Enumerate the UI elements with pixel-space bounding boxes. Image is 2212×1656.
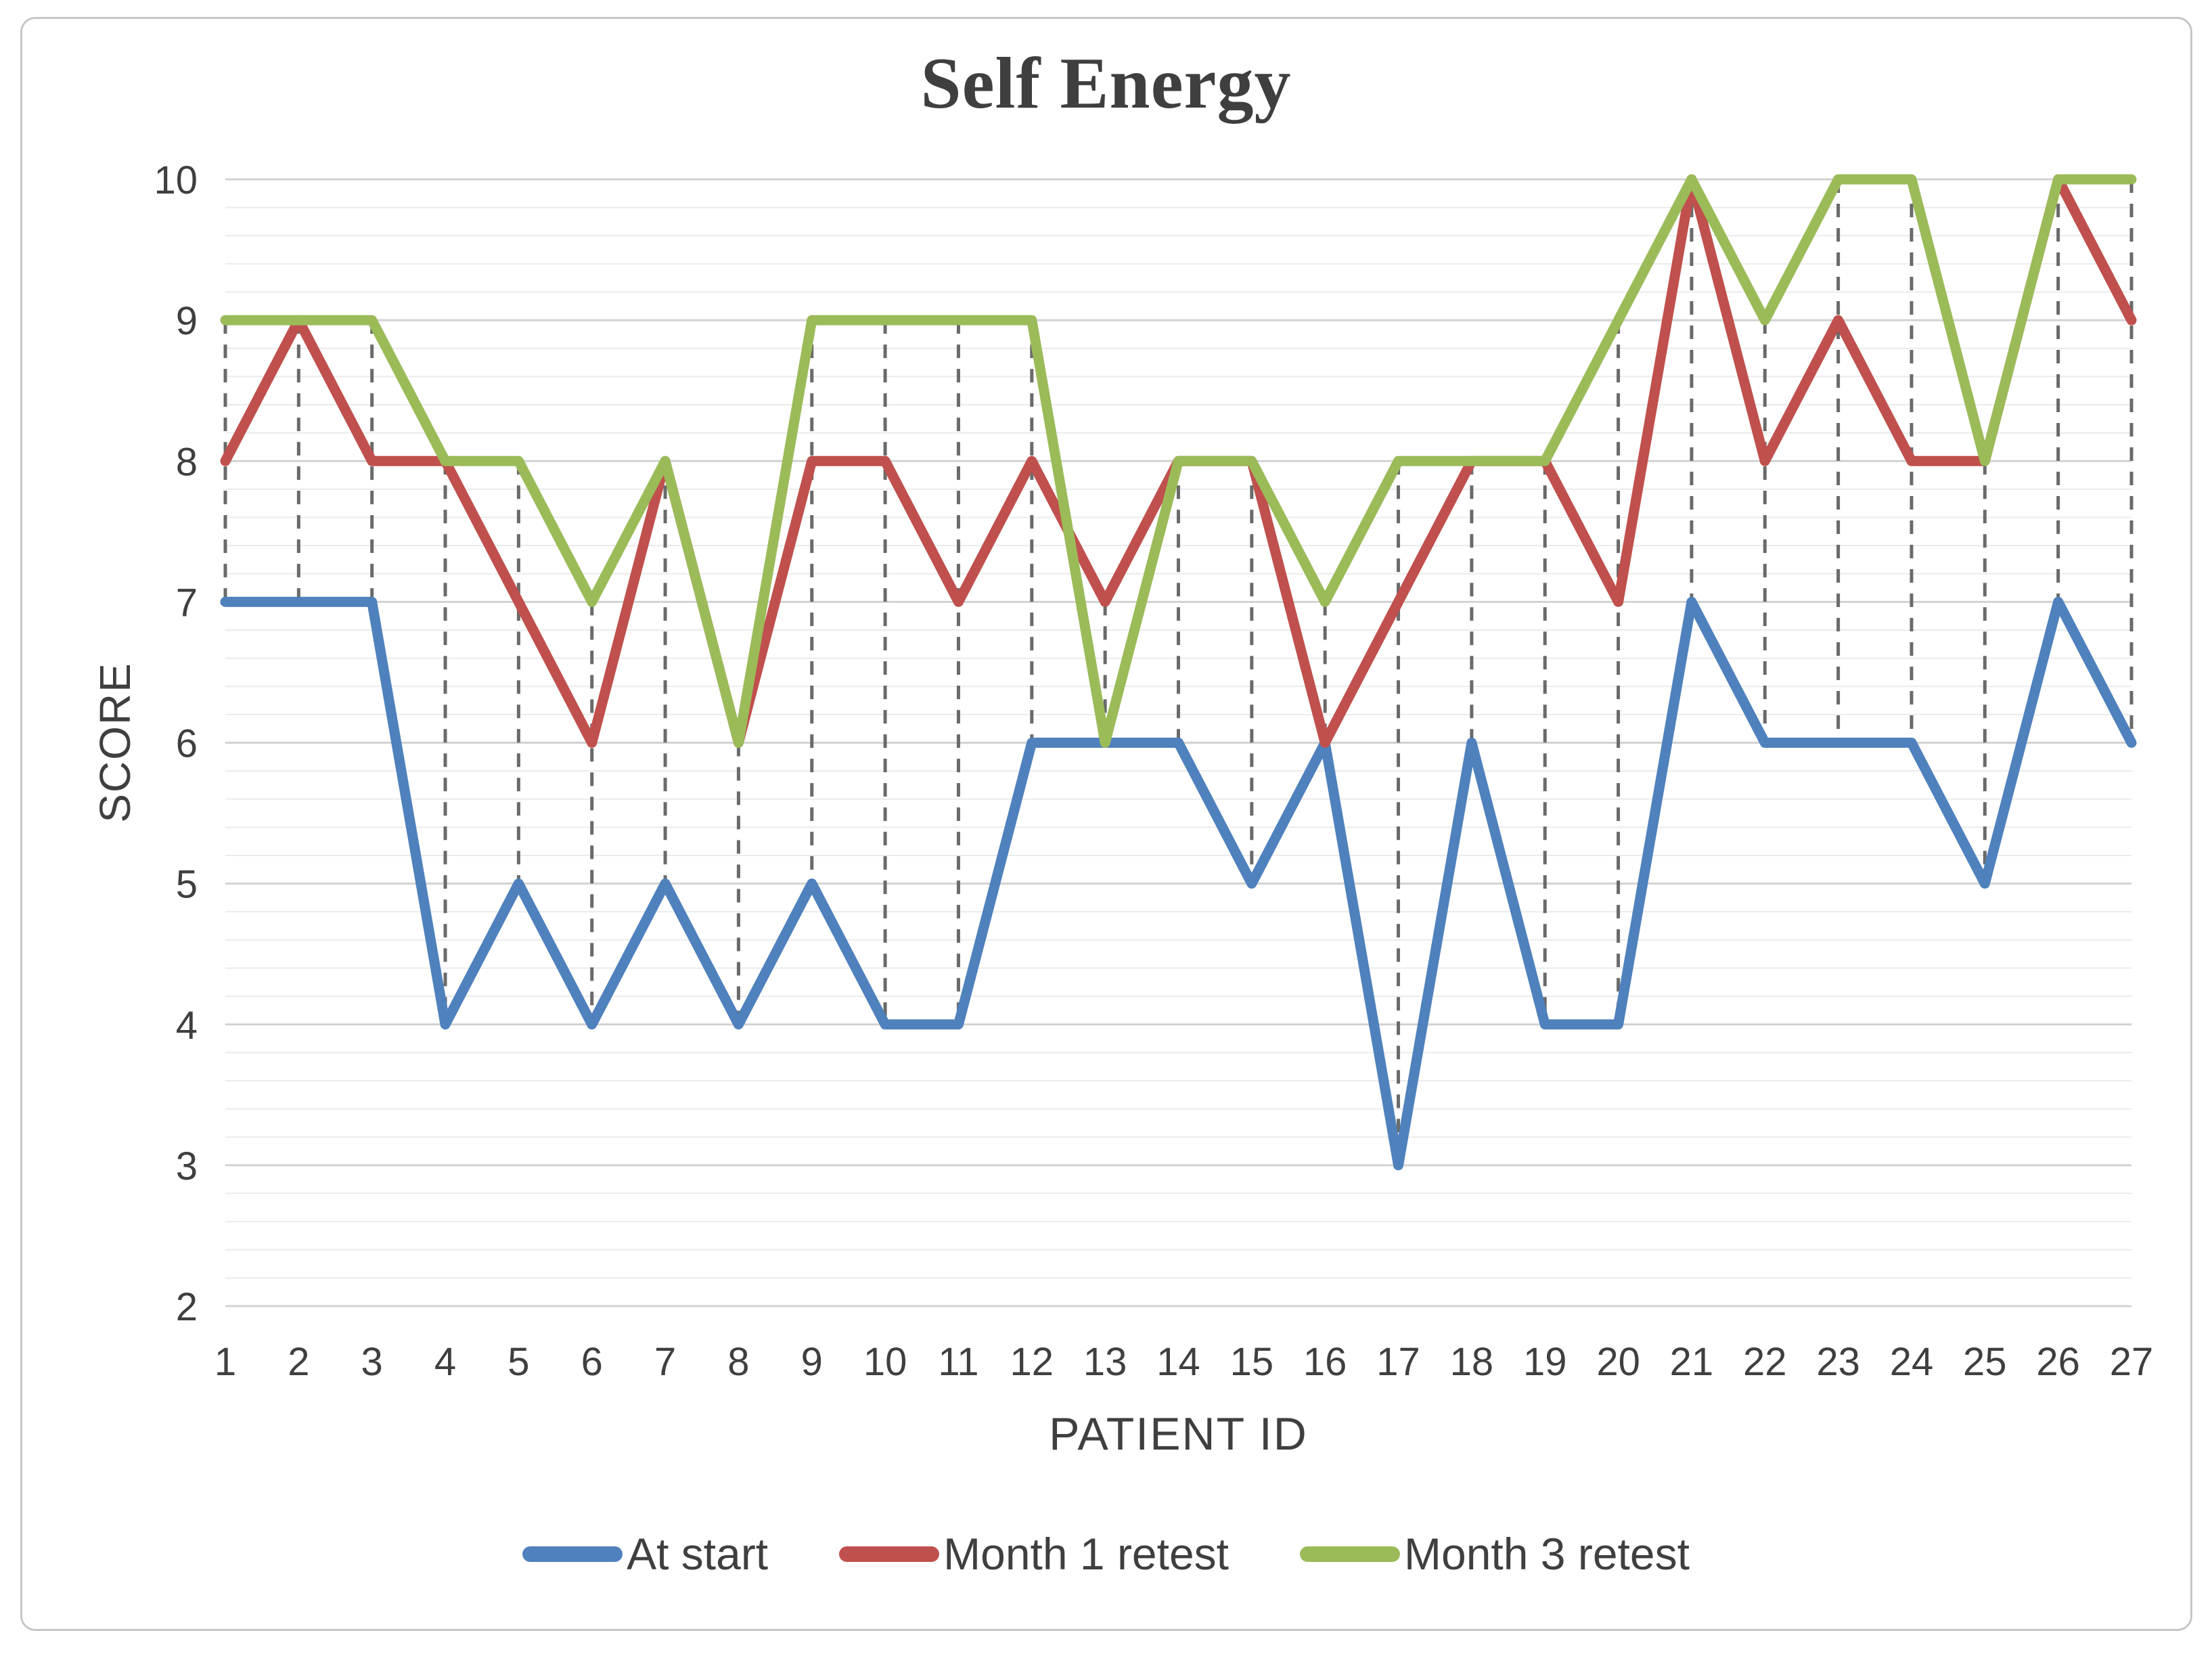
y-tick-label: 2 <box>176 1285 198 1329</box>
y-tick-label: 3 <box>176 1144 198 1188</box>
x-tick-label: 17 <box>1376 1340 1420 1384</box>
y-tick-label: 4 <box>176 1004 198 1048</box>
chart-title: Self Energy <box>920 43 1292 124</box>
x-tick-label: 25 <box>1963 1340 2007 1384</box>
x-tick-label: 20 <box>1596 1340 1640 1384</box>
y-tick-label: 10 <box>154 158 198 202</box>
x-tick-label: 6 <box>581 1340 603 1384</box>
x-tick-label: 11 <box>938 1340 978 1384</box>
x-tick-label: 24 <box>1890 1340 1934 1384</box>
x-tick-label: 19 <box>1523 1340 1567 1384</box>
x-tick-label: 3 <box>361 1340 383 1384</box>
legend: At start Month 1 retest Month 3 retest <box>0 1528 2212 1580</box>
legend-label-month-3-retest: Month 3 retest <box>1404 1529 1690 1579</box>
y-tick-label: 6 <box>176 722 198 766</box>
y-tick-label: 7 <box>176 581 198 625</box>
x-axis-title: PATIENT ID <box>1049 1408 1308 1460</box>
x-tick-label: 23 <box>1816 1340 1860 1384</box>
x-tick-label: 1 <box>215 1340 236 1384</box>
legend-swatch-at-start-icon <box>522 1546 623 1562</box>
x-tick-label: 12 <box>1010 1340 1054 1384</box>
series-line-at-start <box>220 596 2137 1171</box>
x-tick-label: 2 <box>288 1340 309 1384</box>
x-tick-label: 27 <box>2110 1340 2154 1384</box>
chart-figure <box>20 17 2192 1631</box>
legend-item-at-start: At start <box>522 1528 768 1580</box>
x-tick-label: 15 <box>1230 1340 1274 1384</box>
legend-swatch-month-3-retest-icon <box>1300 1546 1401 1562</box>
x-tick-label: 5 <box>507 1340 529 1384</box>
y-tick-label: 5 <box>176 863 198 907</box>
legend-item-month-3-retest: Month 3 retest <box>1300 1528 1690 1580</box>
x-tick-label: 18 <box>1450 1340 1494 1384</box>
x-tick-label: 8 <box>727 1340 749 1384</box>
legend-label-at-start: At start <box>627 1529 769 1579</box>
legend-item-month-1-retest: Month 1 retest <box>839 1528 1229 1580</box>
x-tick-label: 21 <box>1670 1340 1714 1384</box>
x-tick-label: 9 <box>801 1340 823 1384</box>
x-tick-label: 13 <box>1083 1340 1127 1384</box>
y-tick-label: 8 <box>176 440 198 484</box>
x-tick-label: 14 <box>1156 1340 1200 1384</box>
y-axis-title: SCORE <box>91 662 139 823</box>
series-line-month-3-retest <box>220 174 2137 748</box>
y-tick-label: 9 <box>176 299 198 343</box>
legend-label-month-1-retest: Month 1 retest <box>943 1529 1229 1579</box>
x-tick-label: 4 <box>434 1340 456 1384</box>
x-tick-label: 22 <box>1743 1340 1787 1384</box>
x-tick-label: 10 <box>863 1340 907 1384</box>
x-tick-label: 26 <box>2036 1340 2080 1384</box>
x-tick-label: 16 <box>1303 1340 1347 1384</box>
legend-swatch-month-1-retest-icon <box>839 1546 940 1562</box>
x-tick-label: 7 <box>654 1340 676 1384</box>
